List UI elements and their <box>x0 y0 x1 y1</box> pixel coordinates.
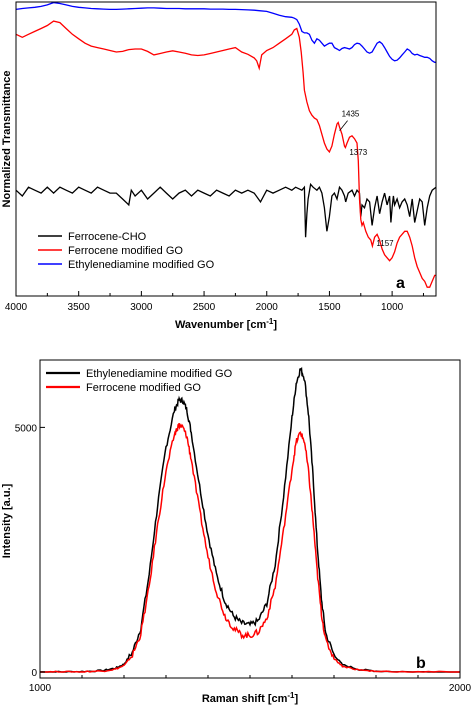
ftir-x-tick-label: 4000 <box>5 302 28 313</box>
ftir-x-axis: 4000 3500 3000 2500 2000 1500 1000 <box>5 291 424 313</box>
ftir-y-axis-label: Normalized Transmittance <box>1 71 13 208</box>
raman-x-tick-label: 1000 <box>29 683 52 694</box>
raman-y-axis-label: Intensity [a.u.] <box>1 483 13 558</box>
raman-legend-label: Ethylenediamine modified GO <box>86 368 233 380</box>
raman-x-tick-label: 2000 <box>449 683 472 694</box>
ftir-series-1 <box>15 20 436 288</box>
ftir-panel-label: a <box>396 275 405 292</box>
ftir-panel: 4000 3500 3000 2500 2000 1500 1000 Wavenumber … <box>1 1 437 331</box>
ftir-x-tick-label: 3500 <box>68 302 91 313</box>
ftir-x-tick-label: 1000 <box>381 302 404 313</box>
ftir-legend-label: Ferrocene modified GO <box>68 245 183 257</box>
ftir-x-tick-label: 3000 <box>130 302 153 313</box>
ftir-x-tick-label: 2000 <box>256 302 279 313</box>
ftir-x-axis-label: Wavenumber [cm-1] <box>175 317 277 331</box>
raman-y-tick-label: 0 <box>31 668 37 679</box>
ftir-plot-frame <box>15 1 437 297</box>
ftir-x-tick-label: 2500 <box>193 302 216 313</box>
ftir-peak-label: 1373 <box>349 148 367 157</box>
raman-series-1 <box>40 422 460 673</box>
ftir-legend: Ferrocene-CHO Ferrocene modified GO Ethyle… <box>38 231 215 271</box>
raman-panel-label: b <box>416 655 426 672</box>
ftir-legend-label: Ferrocene-CHO <box>68 231 147 243</box>
raman-legend: Ethylenediamine modified GO Ferrocene mod… <box>46 368 233 394</box>
ftir-peak-label: 1157 <box>376 239 394 248</box>
ftir-peak-annotations: 1435 1373 1157 <box>339 110 394 248</box>
raman-y-axis: 0 5000 <box>15 423 45 679</box>
raman-y-tick-label: 5000 <box>15 423 38 434</box>
raman-plot-area <box>39 366 460 673</box>
raman-legend-label: Ferrocene modified GO <box>86 382 201 394</box>
ftir-series-2 <box>15 1 436 63</box>
raman-plot-frame <box>39 359 461 679</box>
raman-series-0 <box>39 366 460 673</box>
raman-x-axis: 1000 2000 <box>29 675 472 694</box>
ftir-peak-arrow <box>339 120 348 131</box>
ftir-x-tick-label: 1500 <box>318 302 341 313</box>
raman-x-axis-label: Raman shift [cm-1] <box>202 691 299 705</box>
ftir-peak-label: 1435 <box>342 110 360 119</box>
ftir-plot-area <box>15 1 437 288</box>
ftir-legend-label: Ethylenediamine modified GO <box>68 259 215 271</box>
raman-panel: 1000 2000 0 5000 Raman shift [cm-1] Intens… <box>1 359 472 705</box>
ftir-series-0 <box>15 182 437 238</box>
